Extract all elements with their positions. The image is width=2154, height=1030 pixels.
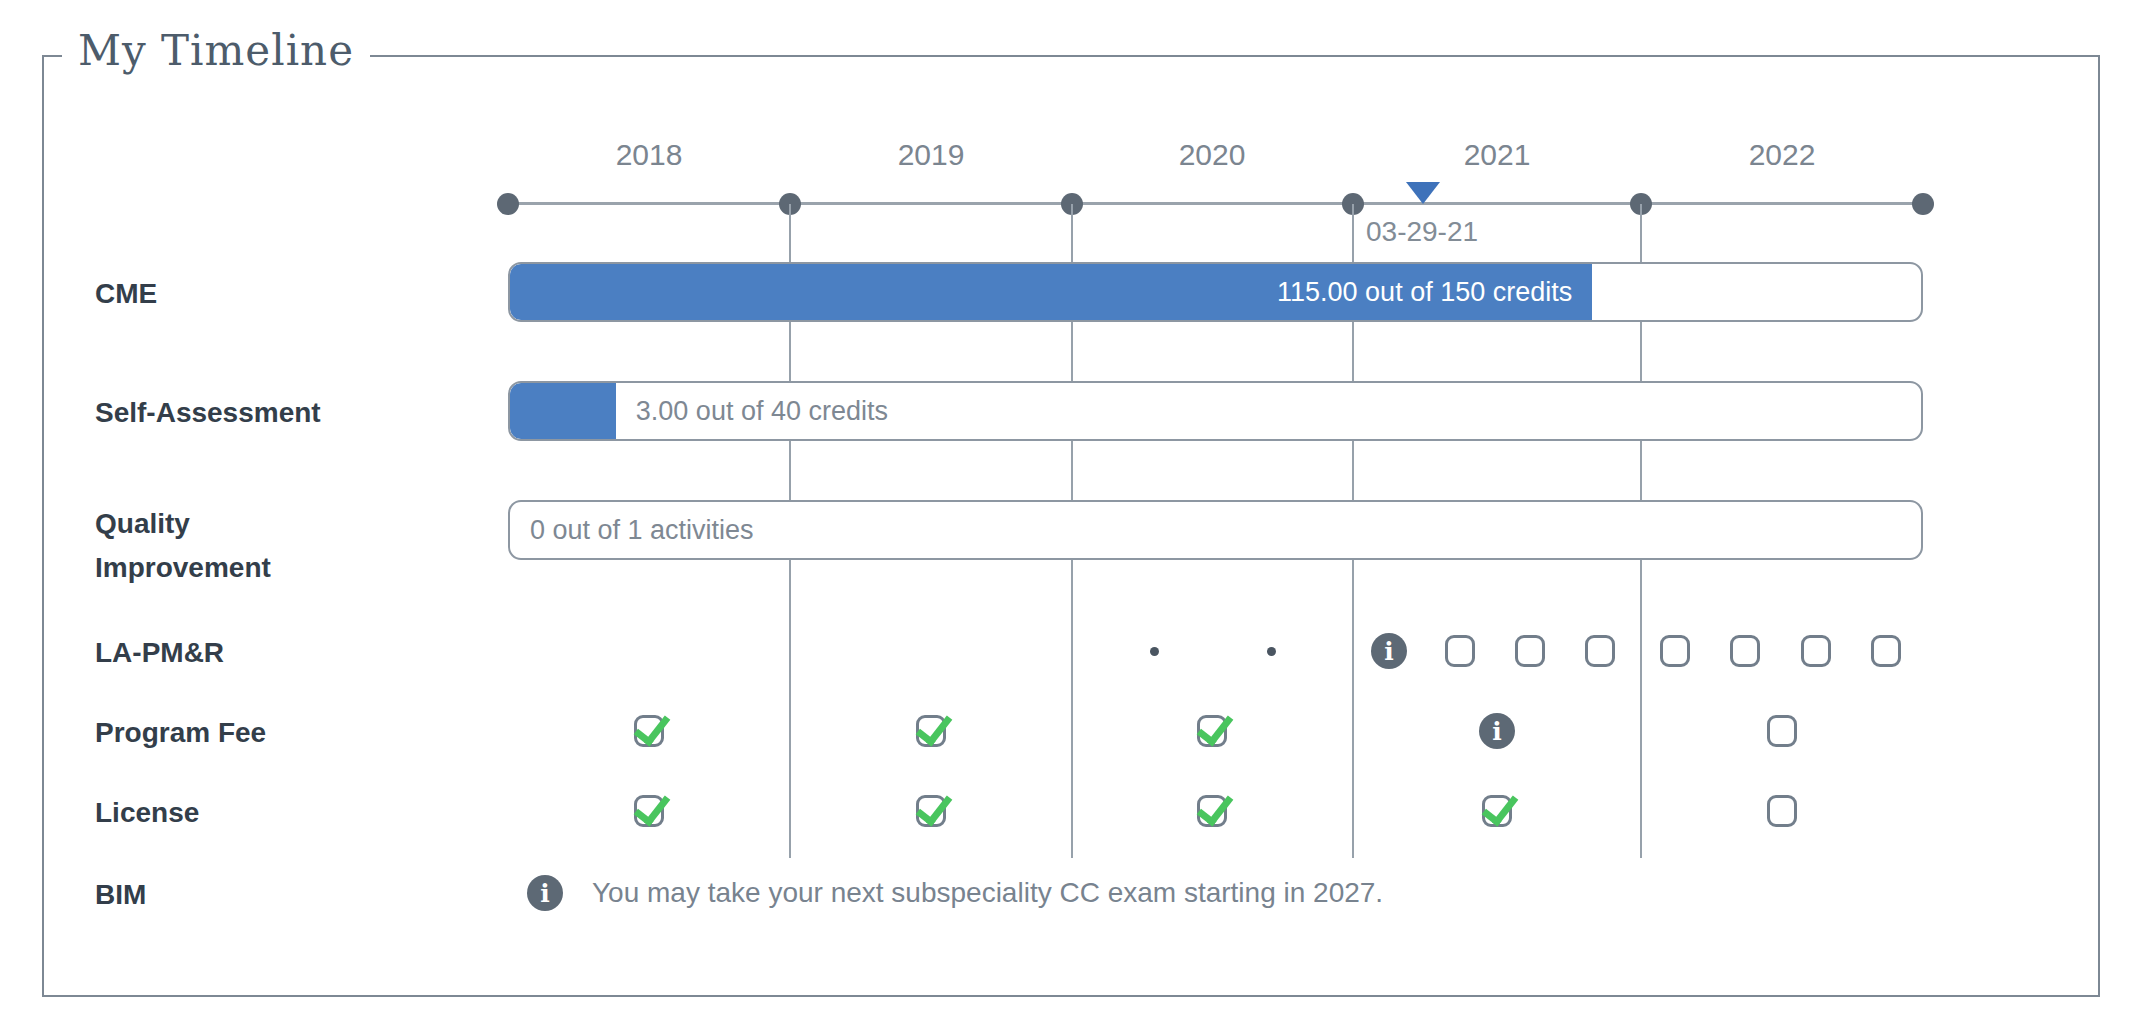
- self-assessment-progress-text: 3.00 out of 40 credits: [636, 383, 888, 439]
- quality-improvement-row-label: Quality Improvement: [95, 508, 271, 584]
- checkbox[interactable]: [1730, 635, 1760, 667]
- cme-row-label: CME: [95, 278, 157, 310]
- bim-info-icon[interactable]: i: [527, 875, 563, 911]
- checkbox[interactable]: [1801, 635, 1831, 667]
- self-assessment-progress-track: 3.00 out of 40 credits: [508, 381, 1923, 441]
- checkbox[interactable]: [1585, 635, 1615, 667]
- year-label-2021: 2021: [1427, 138, 1567, 172]
- checkbox[interactable]: [1767, 715, 1797, 747]
- quality-improvement-progress-text: 0 out of 1 activities: [530, 502, 754, 558]
- info-icon[interactable]: i: [1479, 713, 1515, 749]
- checkbox[interactable]: [634, 715, 664, 747]
- mini-dot-icon: [1150, 647, 1159, 656]
- checkbox[interactable]: [916, 795, 946, 827]
- bim-info-text: You may take your next subspeciality CC …: [592, 877, 1383, 909]
- current-date-label: 03-29-21: [1366, 216, 1478, 248]
- bim-row-label: BIM: [95, 879, 146, 911]
- cme-progress-track: 115.00 out of 150 credits: [508, 262, 1923, 322]
- timeline-dot: [1912, 193, 1934, 215]
- cme-progress-text: 115.00 out of 150 credits: [1277, 277, 1592, 308]
- checkbox[interactable]: [1482, 795, 1512, 827]
- la-pmr-row-label: LA-PM&R: [95, 637, 224, 669]
- current-date-marker-icon: [1406, 182, 1440, 204]
- year-label-2018: 2018: [579, 138, 719, 172]
- year-label-2020: 2020: [1142, 138, 1282, 172]
- year-label-2019: 2019: [861, 138, 1001, 172]
- timeline-dot: [497, 193, 519, 215]
- quality-improvement-label-line2: Improvement: [95, 552, 271, 584]
- timeline-axis: [508, 202, 1923, 205]
- license-row-label: License: [95, 797, 199, 829]
- checkbox[interactable]: [1660, 635, 1690, 667]
- page-title: My Timeline: [62, 26, 370, 75]
- quality-improvement-label-line1: Quality: [95, 508, 271, 540]
- cme-progress-fill: 115.00 out of 150 credits: [510, 264, 1592, 320]
- checkbox[interactable]: [1197, 715, 1227, 747]
- checkbox[interactable]: [1445, 635, 1475, 667]
- checkbox[interactable]: [1515, 635, 1545, 667]
- checkbox[interactable]: [1197, 795, 1227, 827]
- self-assessment-row-label: Self-Assessment: [95, 397, 321, 429]
- self-assessment-progress-fill: [510, 383, 616, 439]
- program-fee-row-label: Program Fee: [95, 717, 266, 749]
- checkbox[interactable]: [1871, 635, 1901, 667]
- mini-dot-icon: [1267, 647, 1276, 656]
- checkbox[interactable]: [634, 795, 664, 827]
- year-label-2022: 2022: [1712, 138, 1852, 172]
- quality-improvement-progress-track: 0 out of 1 activities: [508, 500, 1923, 560]
- info-icon[interactable]: i: [1371, 633, 1407, 669]
- checkbox[interactable]: [916, 715, 946, 747]
- checkbox[interactable]: [1767, 795, 1797, 827]
- my-timeline-widget: My Timeline 2018 2019 2020 2021 2022 03-…: [0, 0, 2154, 1030]
